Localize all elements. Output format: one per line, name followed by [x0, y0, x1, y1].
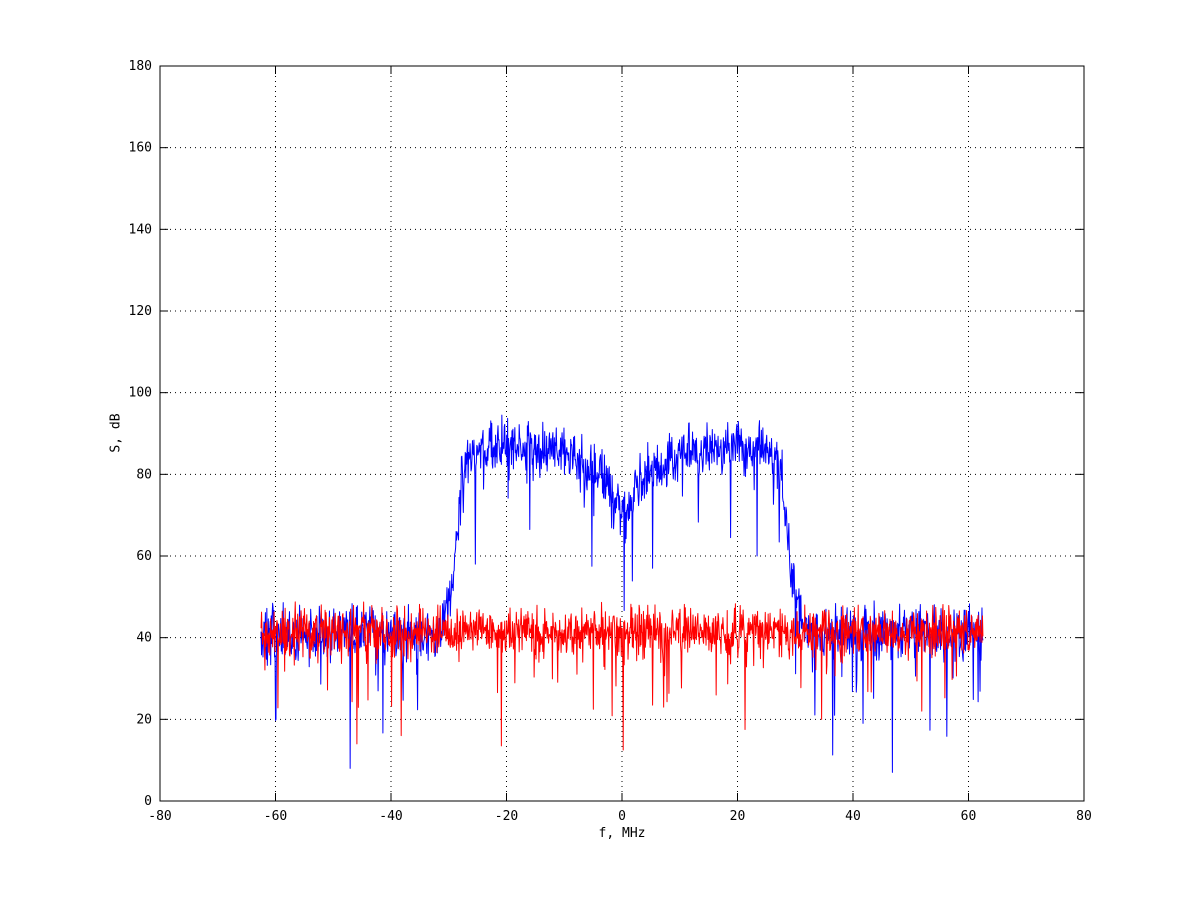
noise-spectrum-trace: [260, 601, 984, 751]
y-axis-label: S, dB: [108, 413, 124, 453]
x-tick-label: 60: [961, 809, 977, 824]
y-tick-label: 80: [136, 467, 152, 482]
x-tick-label: -20: [495, 809, 518, 824]
plot-border-and-ticks: [159, 65, 1085, 802]
y-tick-label: 120: [129, 304, 152, 319]
y-tick-label: 160: [129, 141, 152, 156]
y-tick-label: 0: [144, 794, 152, 809]
tick-labels: -80 -60 -40 -20 0 20 40 60 80 0 20 40 60 80 100 120 140 1…: [129, 59, 1092, 824]
x-tick-label: 40: [845, 809, 861, 824]
x-tick-label: -40: [379, 809, 402, 824]
y-tick-label: 180: [129, 59, 152, 74]
x-tick-label: 20: [730, 809, 746, 824]
x-tick-label: 0: [618, 809, 626, 824]
x-tick-label: -80: [148, 809, 171, 824]
signal-spectrum-trace: [260, 414, 984, 773]
x-tick-label: 80: [1076, 809, 1092, 824]
y-tick-label: 40: [136, 631, 152, 646]
y-tick-label: 20: [136, 712, 152, 727]
x-tick-label: -60: [264, 809, 287, 824]
data-series: [260, 414, 984, 773]
x-axis-label: f, MHz: [598, 826, 646, 841]
y-tick-label: 60: [136, 549, 152, 564]
y-tick-label: 100: [129, 386, 152, 401]
y-tick-label: 140: [129, 222, 152, 237]
